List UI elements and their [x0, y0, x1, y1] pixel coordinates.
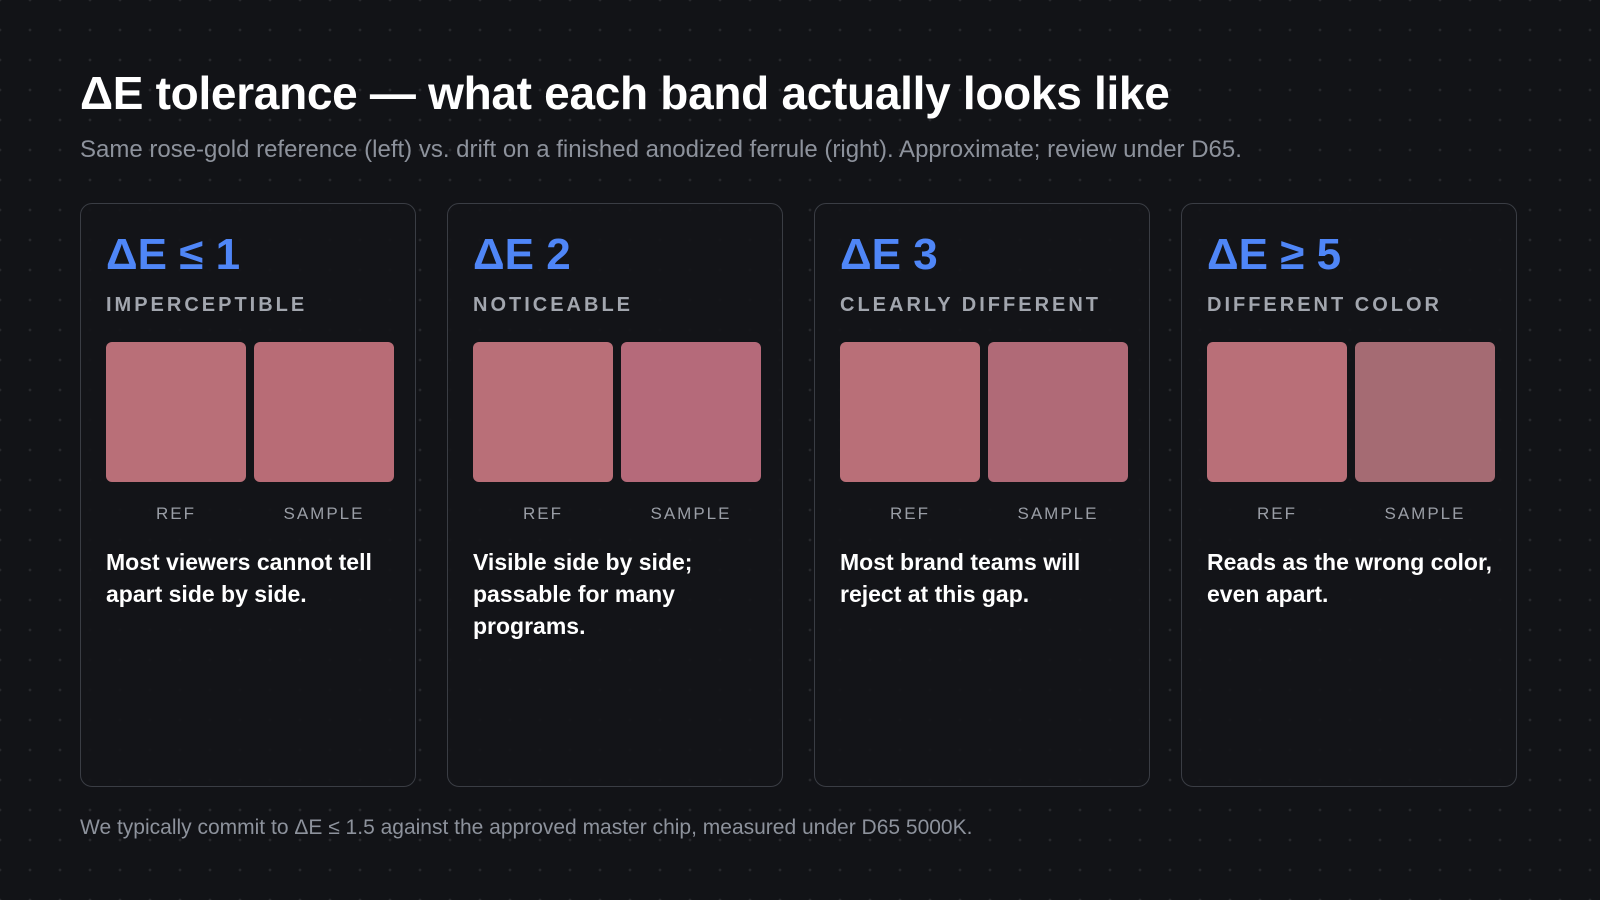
band-description: Visible side by side; passable for many …	[473, 549, 693, 639]
band-title: ΔE 3	[840, 230, 938, 279]
reference-swatch	[1207, 342, 1347, 482]
band-card-clearly-different: ΔE 3 CLEARLY DIFFERENT REF SAMPLE Most b…	[814, 203, 1150, 787]
reference-swatch	[473, 342, 613, 482]
band-label: CLEARLY DIFFERENT	[840, 294, 1102, 316]
reference-caption: REF	[1257, 504, 1297, 523]
band-label: IMPERCEPTIBLE	[106, 294, 308, 316]
reference-caption: REF	[523, 504, 563, 523]
band-card-different-color: ΔE ≥ 5 DIFFERENT COLOR REF SAMPLE Reads …	[1181, 203, 1517, 787]
reference-caption: REF	[156, 504, 196, 523]
band-card-imperceptible: ΔE ≤ 1 IMPERCEPTIBLE REF SAMPLE Most vie…	[80, 203, 416, 787]
band-description: Reads as the wrong color, even apart.	[1207, 549, 1493, 607]
sample-swatch	[988, 342, 1128, 482]
sample-swatch	[254, 342, 394, 482]
page-subtitle: Same rose-gold reference (left) vs. drif…	[80, 136, 1242, 163]
band-description: Most brand teams will reject at this gap…	[840, 549, 1081, 607]
band-label: DIFFERENT COLOR	[1207, 294, 1442, 316]
sample-caption: SAMPLE	[1017, 504, 1099, 523]
band-description: Most viewers cannot tell apart side by s…	[106, 549, 372, 607]
sample-caption: SAMPLE	[283, 504, 365, 523]
footnote: We typically commit to ΔE ≤ 1.5 against …	[80, 816, 973, 839]
reference-caption: REF	[890, 504, 930, 523]
slide: ΔE tolerance — what each band actually l…	[80, 0, 1520, 900]
sample-caption: SAMPLE	[650, 504, 732, 523]
reference-swatch	[106, 342, 246, 482]
band-title: ΔE ≥ 5	[1207, 230, 1342, 279]
band-title: ΔE ≤ 1	[106, 230, 241, 279]
sample-swatch	[1355, 342, 1495, 482]
band-card-noticeable: ΔE 2 NOTICEABLE REF SAMPLE Visible side …	[447, 203, 783, 787]
sample-caption: SAMPLE	[1384, 504, 1466, 523]
sample-swatch	[621, 342, 761, 482]
page-title: ΔE tolerance — what each band actually l…	[80, 67, 1170, 119]
band-label: NOTICEABLE	[473, 294, 633, 316]
band-title: ΔE 2	[473, 230, 571, 279]
reference-swatch	[840, 342, 980, 482]
band-cards: ΔE ≤ 1 IMPERCEPTIBLE REF SAMPLE Most vie…	[80, 203, 1520, 789]
